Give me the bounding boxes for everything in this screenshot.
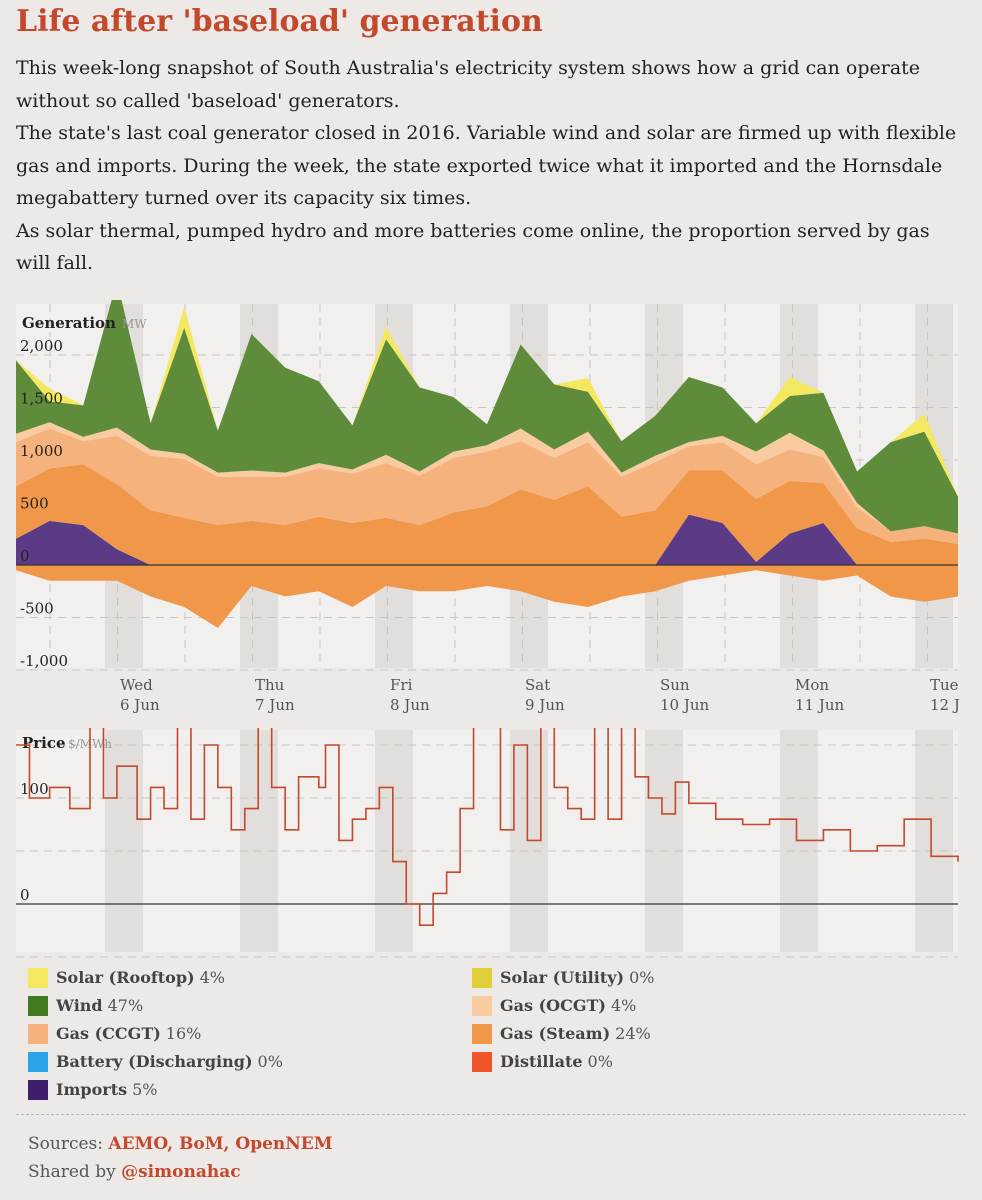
x-tick-day: Wed xyxy=(120,676,153,694)
legend-swatch xyxy=(472,995,492,1016)
legend-percent: 4% xyxy=(611,996,637,1015)
legend-label: Imports xyxy=(56,1080,128,1099)
night-band xyxy=(375,730,413,952)
price-chart: Price$/MWh3002001000 xyxy=(16,728,959,958)
chart-title: Price xyxy=(22,734,66,752)
legend-percent: 47% xyxy=(107,996,144,1015)
price-line xyxy=(16,728,959,926)
legend-item: Imports 5% xyxy=(28,1078,472,1101)
legend-item: Solar (Rooftop) 4% xyxy=(28,966,472,989)
legend-swatch xyxy=(472,1051,492,1072)
y-tick-label: -500 xyxy=(20,600,54,618)
x-tick-day: Sun xyxy=(660,676,690,694)
legend-item: Gas (CCGT) 16% xyxy=(28,1022,472,1045)
legend-label: Wind xyxy=(56,996,103,1015)
legend-percent: 24% xyxy=(615,1024,651,1043)
chart-title: Generation xyxy=(22,314,116,332)
sources-label: Sources: xyxy=(28,1134,103,1154)
night-band xyxy=(645,730,683,952)
y-tick-label: -1,000 xyxy=(20,652,68,670)
x-tick-date: 10 Jun xyxy=(660,696,710,714)
x-tick-day: Thu xyxy=(255,676,285,694)
area-gas-ocgt- xyxy=(16,422,958,534)
legend-label: Gas (OCGT) xyxy=(500,996,606,1015)
chart-unit: MW xyxy=(122,317,147,331)
legend-swatch xyxy=(472,967,492,988)
area-gas-ccgt- xyxy=(16,428,958,544)
sources-link[interactable]: AEMO, BoM, OpenNEM xyxy=(108,1134,333,1154)
legend-item: Battery (Discharging) 0% xyxy=(28,1050,472,1073)
legend-swatch xyxy=(28,1079,48,1100)
intro-paragraph: The state's last coal generator closed i… xyxy=(16,122,957,209)
shared-line: Shared by @simonahac xyxy=(28,1158,333,1186)
sources: Sources: AEMO, BoM, OpenNEM Shared by @s… xyxy=(28,1130,333,1186)
x-tick-day: Sat xyxy=(525,676,550,694)
legend-label: Solar (Utility) xyxy=(500,968,625,987)
y-tick-label: 500 xyxy=(20,495,49,513)
shared-link[interactable]: @simonahac xyxy=(121,1162,241,1182)
legend-item: Gas (OCGT) 4% xyxy=(472,994,916,1017)
legend-label: Solar (Rooftop) xyxy=(56,968,195,987)
intro-paragraph: As solar thermal, pumped hydro and more … xyxy=(16,219,930,275)
y-tick-label: 0 xyxy=(20,547,30,565)
x-tick-date: 8 Jun xyxy=(390,696,430,714)
generation-chart: Generation MW 2,000 1,500 1,000 500 0 -500 -1,00… xyxy=(16,300,960,714)
shared-label: Shared by xyxy=(28,1162,116,1182)
x-tick-date: 7 Jun xyxy=(255,696,295,714)
legend-item: Solar (Utility) 0% xyxy=(472,966,916,989)
legend-percent: 5% xyxy=(132,1080,158,1099)
divider xyxy=(16,1114,966,1115)
legend-swatch xyxy=(28,995,48,1016)
intro-paragraph: This week-long snapshot of South Austral… xyxy=(16,57,921,112)
x-tick-day: Fri xyxy=(390,676,413,694)
legend-swatch xyxy=(28,967,48,988)
legend-label: Gas (Steam) xyxy=(500,1024,611,1043)
legend-percent: 0% xyxy=(587,1052,613,1071)
legend: Solar (Rooftop) 4% Solar (Utility) 0% Wind 47… xyxy=(28,966,958,1101)
legend-label: Distillate xyxy=(500,1052,583,1071)
legend-item: Gas (Steam) 24% xyxy=(472,1022,916,1045)
legend-percent: 16% xyxy=(165,1024,202,1043)
legend-label: Battery (Discharging) xyxy=(56,1052,253,1071)
legend-item: Wind 47% xyxy=(28,994,472,1017)
legend-swatch xyxy=(28,1051,48,1072)
legend-percent: 4% xyxy=(199,968,225,987)
legend-percent: 0% xyxy=(257,1052,283,1071)
legend-swatch xyxy=(472,1023,492,1044)
legend-swatch xyxy=(28,1023,48,1044)
y-tick-label: 1,000 xyxy=(20,442,63,460)
area-wind xyxy=(16,300,958,534)
page-title: Life after 'baseload' generation xyxy=(16,4,543,39)
y-tick-label: 0 xyxy=(20,886,30,904)
x-tick-date: 12 J xyxy=(930,696,960,714)
x-tick-date: 6 Jun xyxy=(120,696,160,714)
sources-line: Sources: AEMO, BoM, OpenNEM xyxy=(28,1130,333,1158)
area-exports xyxy=(16,565,958,628)
legend-percent: 0% xyxy=(629,968,655,987)
area-gas-steam- xyxy=(16,464,958,565)
legend-item: Distillate 0% xyxy=(472,1050,916,1073)
y-tick-label: 1,500 xyxy=(20,390,63,408)
x-tick-day: Mon xyxy=(795,676,829,694)
x-tick-date: 9 Jun xyxy=(525,696,565,714)
legend-label: Gas (CCGT) xyxy=(56,1024,161,1043)
night-band xyxy=(105,730,143,952)
night-band xyxy=(915,730,953,952)
y-tick-label: 2,000 xyxy=(20,337,63,355)
area-imports xyxy=(16,514,958,565)
x-tick-date: 11 Jun xyxy=(795,696,845,714)
intro-text: This week-long snapshot of South Austral… xyxy=(16,52,966,280)
y-tick-label: 100 xyxy=(20,780,49,798)
x-tick-day: Tue xyxy=(930,676,959,694)
